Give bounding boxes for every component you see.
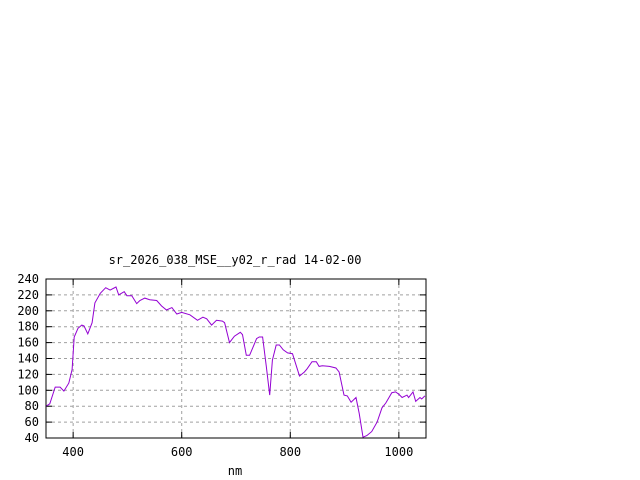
y-tick-label: 220 <box>17 288 39 302</box>
y-tick-label: 200 <box>17 304 39 318</box>
y-tick-label: 60 <box>25 415 39 429</box>
chart-title: sr_2026_038_MSE__y02_r_rad 14-02-00 <box>109 253 362 267</box>
plot-border <box>45 278 427 439</box>
x-tick-label: 400 <box>62 445 84 459</box>
x-tick-label: 1000 <box>384 445 413 459</box>
x-tick-label: 800 <box>279 445 301 459</box>
y-tick-label: 180 <box>17 320 39 334</box>
x-axis: 400 600 800 1000 <box>62 279 413 459</box>
series-line <box>45 286 426 438</box>
grid <box>46 279 426 438</box>
y-tick-label: 160 <box>17 336 39 350</box>
x-tick-label: 600 <box>171 445 193 459</box>
y-tick-label: 120 <box>17 367 39 381</box>
y-tick-label: 80 <box>25 399 39 413</box>
y-tick-label: 40 <box>25 431 39 445</box>
x-axis-label: nm <box>228 464 242 478</box>
y-tick-label: 100 <box>17 383 39 397</box>
y-tick-label: 140 <box>17 352 39 366</box>
y-tick-label: 240 <box>17 272 39 286</box>
